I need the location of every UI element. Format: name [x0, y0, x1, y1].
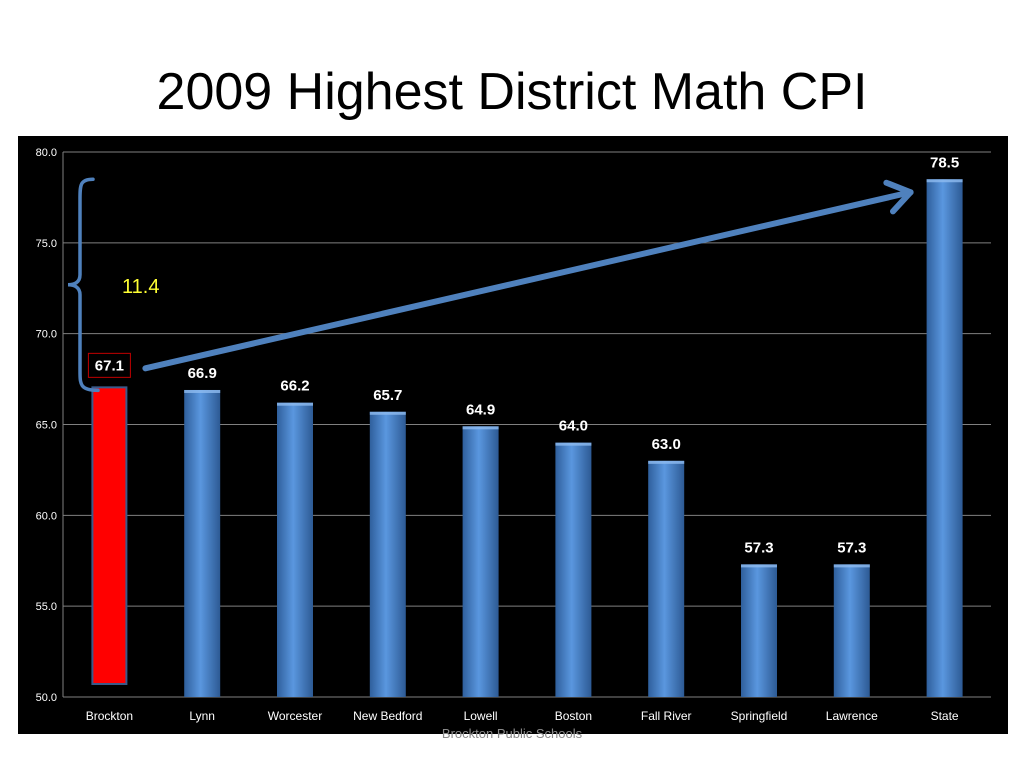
bar-boston	[555, 442, 592, 697]
chart-panel: 50.0 55.0 60.0 65.0 70.0 75.0 80.0 67.1 66.9 66.…	[18, 136, 1008, 734]
gap-brace	[67, 177, 100, 393]
data-label: 57.3	[744, 539, 773, 556]
bar-lowell	[462, 426, 499, 697]
bar-fall-river	[648, 460, 685, 697]
x-tick-label: Boston	[555, 709, 592, 723]
y-tick-label: 80.0	[36, 147, 57, 159]
bar-state	[926, 179, 963, 697]
footer-text: Brockton Public Schools	[441, 726, 583, 741]
y-tick-label: 55.0	[36, 601, 57, 613]
bar-cap	[833, 564, 870, 568]
bar-worcester	[277, 402, 313, 697]
y-tick-label: 65.0	[36, 420, 57, 432]
bar-cap	[555, 442, 592, 446]
data-label: 67.1	[95, 357, 124, 374]
y-tick-label: 60.0	[36, 510, 57, 522]
y-axis-ticks: 50.0 55.0 60.0 65.0 70.0 75.0 80.0	[36, 147, 57, 704]
data-label: 66.9	[188, 365, 217, 382]
bar-lynn	[184, 389, 221, 697]
x-tick-label: Brockton	[86, 709, 133, 723]
data-labels: 67.1 66.9 66.2 65.7 64.9 64.0 63.0 57.3 57.3 78.5	[87, 154, 959, 556]
trend-arrow-shaft	[142, 189, 914, 372]
x-tick-label: Springfield	[731, 709, 788, 723]
highlight-label-box	[87, 352, 131, 378]
bar-cap	[926, 179, 963, 183]
trend-arrow-head	[883, 179, 914, 215]
data-label: 78.5	[930, 154, 959, 171]
bar-cap	[184, 389, 221, 393]
gap-label: 11.4	[122, 276, 159, 298]
slide-title: 2009 Highest District Math CPI	[156, 63, 868, 121]
x-tick-label: New Bedford	[353, 709, 422, 723]
bar-cap	[741, 564, 777, 568]
data-label: 64.9	[466, 401, 495, 418]
bar-cap	[277, 402, 313, 406]
bar-cap	[648, 460, 685, 464]
y-tick-label: 70.0	[36, 329, 57, 341]
y-tick-label: 50.0	[36, 692, 57, 704]
x-tick-label: Lowell	[464, 709, 498, 723]
data-label: 65.7	[373, 387, 402, 404]
bar-cap	[462, 426, 499, 430]
x-axis-ticks: Brockton Lynn Worcester New Bedford Lowell Bo…	[86, 709, 959, 723]
x-tick-label: Lawrence	[826, 709, 878, 723]
bars	[91, 179, 963, 697]
data-label: 57.3	[837, 539, 866, 556]
y-tick-label: 75.0	[36, 238, 57, 250]
data-label: 66.2	[280, 378, 309, 395]
x-tick-label: State	[931, 709, 959, 723]
annotations: 11.4	[67, 177, 914, 393]
bar-cap	[369, 411, 406, 415]
x-tick-label: Worcester	[268, 709, 322, 723]
bar-new-bedford	[369, 411, 406, 697]
x-tick-label: Fall River	[641, 709, 692, 723]
bar-springfield	[741, 564, 777, 697]
data-label: 64.0	[559, 418, 588, 435]
bar-lawrence	[833, 564, 870, 697]
x-tick-label: Lynn	[189, 709, 215, 723]
data-label: 63.0	[652, 436, 681, 453]
bar-chart: 50.0 55.0 60.0 65.0 70.0 75.0 80.0 67.1 66.9 66.…	[36, 147, 991, 723]
bar-brockton	[91, 386, 128, 685]
